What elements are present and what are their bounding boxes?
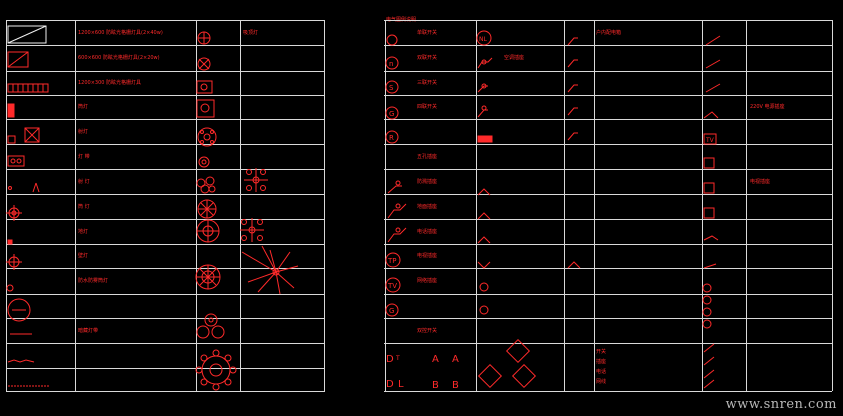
svg-text:G: G [389, 307, 394, 315]
left-row-label: 筒灯 [78, 104, 89, 110]
svg-text:TV: TV [705, 137, 715, 144]
left-grid-col-1 [75, 20, 76, 391]
right-grid-row [384, 194, 832, 195]
left-row-label: 1200×600 防眩光格栅灯具(2×40w) [78, 29, 163, 36]
svg-text:D: D [386, 354, 394, 365]
left-row-label: 射 灯 [78, 178, 90, 185]
right-grid-col-2 [564, 20, 565, 391]
left-grid-col-4 [324, 20, 325, 391]
right-grid-row [384, 45, 832, 46]
right-grid-col-6 [832, 20, 833, 391]
svg-text:n: n [389, 60, 393, 68]
left-row-label: 600×600 防眩光格栅灯具(2×20w) [78, 55, 160, 61]
right-col5-label: 220V 电源插座 [750, 104, 785, 110]
right-col2-label: 空调插座 [504, 55, 525, 61]
right-grid-row [384, 219, 832, 220]
watermark: www.snren.com [725, 397, 837, 412]
right-col1-label: 地面插座 [417, 203, 438, 210]
svg-text:L: L [398, 379, 404, 390]
right-col1-label: 电视插座 [417, 253, 438, 259]
left-grid-row [6, 368, 325, 369]
svg-text:S: S [389, 84, 394, 92]
right-col1-label: 三联开关 [417, 80, 438, 86]
left-row-label: 灯 带 [78, 153, 90, 160]
right-grid-row [384, 268, 832, 269]
svg-text:G: G [389, 110, 394, 118]
right-grid-row [384, 343, 832, 344]
right-col1-label: 双控开关 [417, 327, 438, 334]
right-grid-col-1 [476, 20, 477, 391]
right-grid-top [384, 20, 832, 21]
svg-text:A: A [452, 354, 459, 365]
bottom-legend-label: 插座 [596, 359, 607, 365]
right-grid-row [384, 244, 832, 245]
left-symbols [6, 25, 299, 391]
right-col1-label: 五孔插座 [417, 153, 438, 160]
right-col1-label: 防溅插座 [417, 178, 438, 185]
bottom-legend-label: 开关 [596, 349, 607, 355]
left-row-label-secondary: 吸顶灯 [243, 29, 259, 36]
bottom-legend-label: 电话 [596, 369, 607, 375]
svg-text:R: R [389, 134, 394, 142]
left-grid-row [6, 244, 325, 245]
svg-text:B: B [432, 380, 439, 391]
right-grid-row [384, 95, 832, 96]
svg-text:TV: TV [387, 282, 397, 290]
right-grid-bottom [384, 391, 832, 392]
left-grid-row [6, 71, 325, 72]
left-grid-row [6, 219, 325, 220]
right-grid-col-0 [385, 20, 386, 391]
left-grid-row [6, 144, 325, 145]
right-col1-label: 电话插座 [417, 228, 438, 235]
left-grid-col-3 [240, 20, 241, 391]
right-grid-row [384, 71, 832, 72]
right-col1-label: 单联开关 [417, 29, 438, 36]
left-grid-row [6, 294, 325, 295]
right-grid-row [384, 169, 832, 170]
bottom-legend-label: 网线 [596, 379, 607, 385]
right-grid-col-3 [594, 20, 595, 391]
svg-text:T: T [395, 355, 400, 362]
left-grid-bottom [6, 391, 325, 392]
right-col1-label: 网络插座 [417, 278, 438, 284]
right-grid-col-5 [746, 20, 747, 391]
right-col5-label: 电视插座 [750, 178, 771, 185]
right-col1-label: 四联开关 [417, 104, 438, 110]
left-row-label: 防水防雾筒灯 [78, 278, 109, 284]
left-grid-col-0 [6, 20, 7, 391]
right-grid-row [384, 144, 832, 145]
left-grid-col-2 [196, 20, 197, 391]
svg-text:D: D [386, 379, 394, 390]
left-grid-row [6, 45, 325, 46]
left-grid-top [6, 20, 325, 21]
svg-text:A: A [432, 354, 439, 365]
left-row-label: 暗藏灯带 [78, 327, 99, 334]
left-grid-row [6, 318, 325, 319]
svg-text:B: B [452, 380, 459, 391]
right-panel: 电气图例说明 单联开关双联开关三联开关四联开关五孔插座防溅插座地面插座电话插座电… [384, 0, 843, 416]
left-row-label: 1200×300 防眩光格栅灯具 [78, 80, 142, 86]
right-grid-row [384, 294, 832, 295]
left-row-label: 壁灯 [78, 253, 89, 259]
left-grid-row [6, 169, 325, 170]
left-grid-row [6, 119, 325, 120]
right-grid-row [384, 119, 832, 120]
left-row-label: 射灯 [78, 128, 89, 135]
right-col3-label: 户内配电箱 [596, 29, 622, 36]
left-grid-row [6, 343, 325, 344]
left-row-label: 地灯 [78, 228, 89, 235]
right-col1-label: 双联开关 [417, 55, 438, 61]
left-panel: 1200×600 防眩光格栅灯具(2×40w) 吸顶灯 600×600 防眩光格栅灯… [0, 0, 330, 416]
svg-text:TP: TP [387, 257, 397, 265]
left-grid-row [6, 194, 325, 195]
right-grid-col-4 [702, 20, 703, 391]
left-grid-row [6, 95, 325, 96]
left-grid-row [6, 268, 325, 269]
left-row-label: 筒 灯 [78, 203, 90, 210]
right-grid-row [384, 318, 832, 319]
svg-text:NL: NL [479, 36, 487, 43]
